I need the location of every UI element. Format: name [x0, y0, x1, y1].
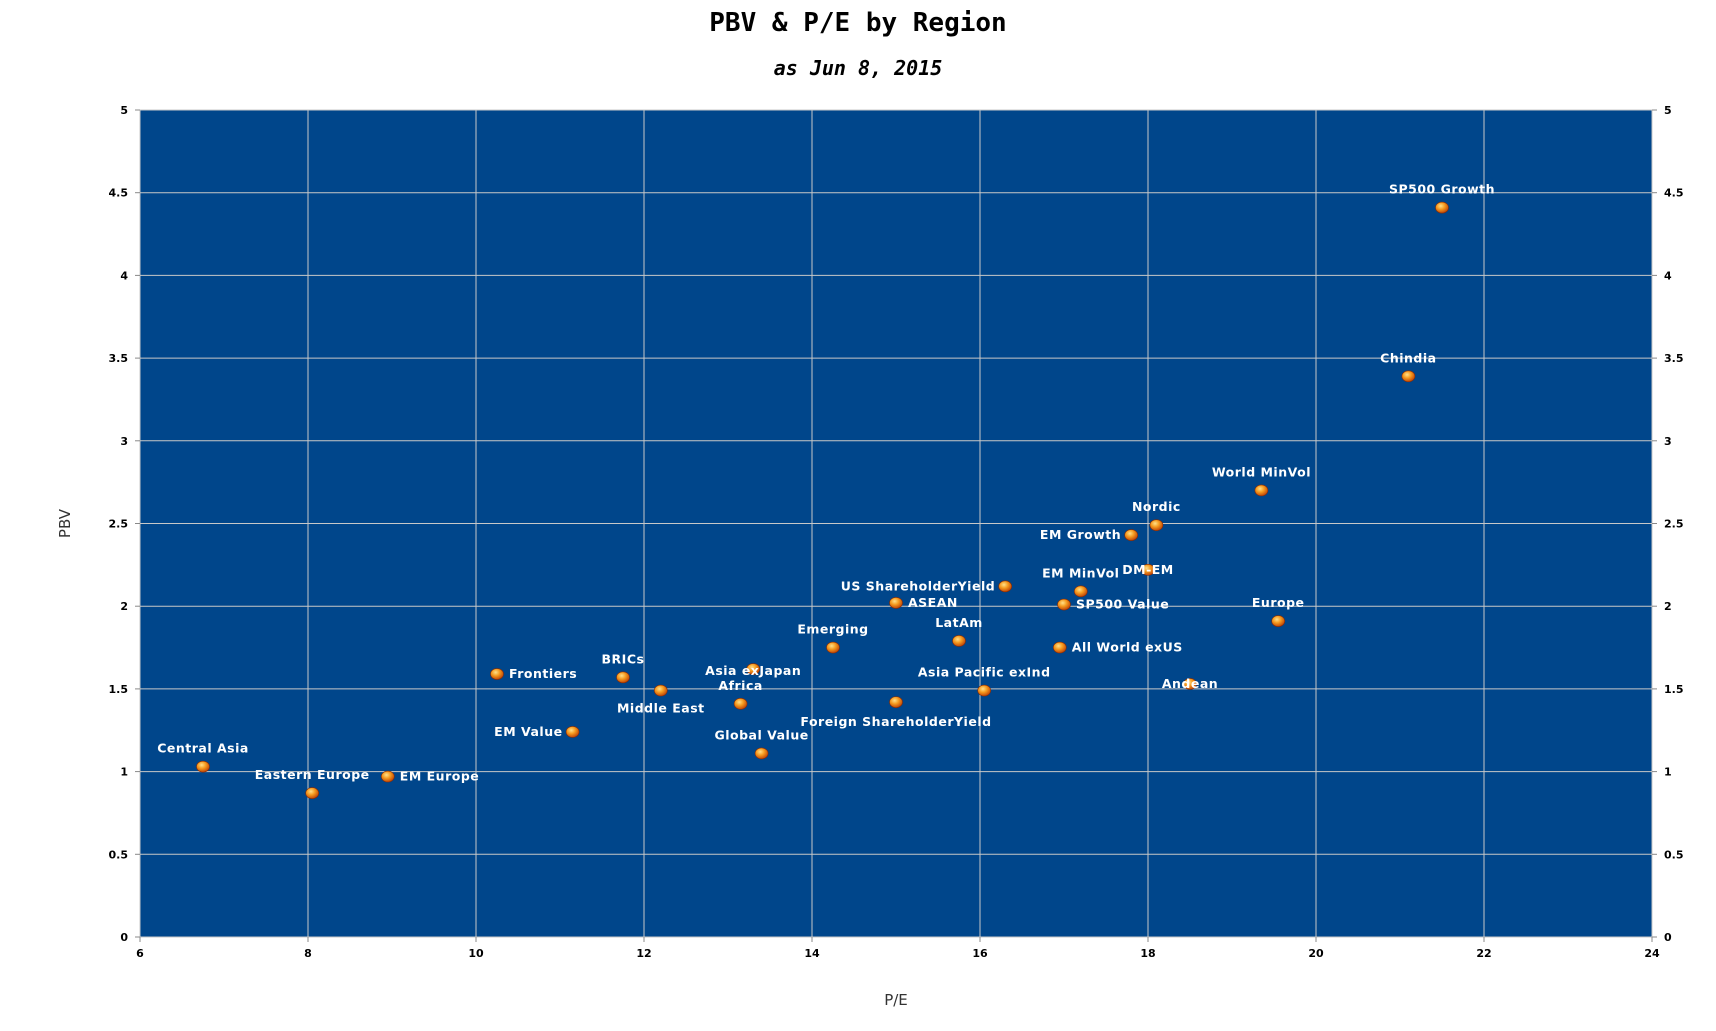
data-point [565, 726, 580, 738]
data-label: SP500 Value [1076, 597, 1169, 612]
y-tick-label-left: 3.5 [109, 352, 129, 365]
data-point [380, 770, 395, 783]
data-point [733, 697, 748, 710]
data-point [952, 635, 966, 647]
chart-title: PBV & P/E by Region [709, 8, 1007, 38]
y-tick-label-left: 1.5 [109, 683, 129, 696]
data-point [1183, 678, 1197, 690]
data-point [998, 580, 1013, 593]
y-tick-label-left: 0 [120, 931, 128, 944]
axis-ticks: 6 8 10 12 14 16 18 20 22 240 00.5 0.51 11.5 1.52 22.5 2… [109, 104, 1684, 960]
y-tick-label-right: 3 [1664, 435, 1672, 448]
data-label: LatAm [935, 615, 983, 630]
data-point [889, 597, 903, 609]
data-label: World MinVol [1212, 464, 1311, 479]
data-label: Global Value [714, 727, 808, 742]
x-tick-label: 16 [972, 947, 988, 960]
data-label: SP500 Growth [1389, 182, 1495, 197]
y-tick-label-right: 5 [1664, 104, 1672, 117]
y-tick-label-right: 1.5 [1664, 683, 1684, 696]
data-label: All World exUS [1072, 640, 1183, 655]
y-tick-label-left: 1 [120, 766, 128, 779]
data-point [826, 641, 840, 654]
data-point [1254, 484, 1269, 497]
data-point [1074, 585, 1088, 598]
y-tick-label-left: 4.5 [109, 187, 129, 200]
data-point [1401, 370, 1416, 383]
y-tick-label-right: 2 [1664, 600, 1672, 613]
data-labels: SP500 Growth Chindia World MinVol Nordic EM … [157, 182, 1495, 784]
data-point [196, 760, 210, 773]
data-point [746, 663, 761, 675]
data-label: EM Growth [1040, 527, 1121, 542]
data-point [490, 668, 504, 680]
data-label: Andean [1162, 676, 1218, 691]
data-point [653, 684, 668, 697]
x-tick-label: 22 [1476, 947, 1491, 960]
data-label: EM Value [494, 724, 562, 739]
data-label: Foreign ShareholderYield [800, 714, 991, 729]
data-label: EM MinVol [1042, 565, 1119, 580]
data-point [1435, 201, 1449, 214]
data-point [1271, 615, 1285, 627]
data-label: Eastern Europe [255, 767, 370, 782]
data-label: Central Asia [157, 741, 249, 756]
data-label: Europe [1252, 595, 1305, 610]
data-label: BRICs [602, 651, 645, 666]
y-tick-label-right: 2.5 [1664, 518, 1684, 531]
y-tick-label-left: 5 [120, 104, 128, 117]
y-tick-label-left: 2.5 [109, 518, 129, 531]
y-tick-label-right: 0 [1664, 931, 1672, 944]
data-label: Frontiers [509, 666, 577, 681]
y-tick-label-right: 1 [1664, 766, 1672, 779]
data-label: Emerging [797, 622, 868, 637]
grid-lines [139, 109, 1653, 938]
y-tick-label-left: 0.5 [109, 848, 129, 861]
y-tick-label-right: 0.5 [1664, 848, 1684, 861]
data-label: Nordic [1132, 499, 1181, 514]
y-tick-label-left: 4 [120, 269, 128, 282]
data-label: ASEAN [908, 595, 958, 610]
x-tick-label: 24 [1644, 947, 1660, 960]
data-label: Asia exJapan [705, 663, 801, 678]
x-tick-label: 8 [304, 947, 312, 960]
data-label: US ShareholderYield [841, 578, 995, 593]
data-label: Chindia [1380, 350, 1436, 365]
y-tick-label-left: 3 [120, 435, 128, 448]
y-tick-label-right: 3.5 [1664, 352, 1684, 365]
data-point [889, 696, 903, 708]
data-points [196, 201, 1449, 799]
data-point [1141, 564, 1155, 576]
data-label: Africa [718, 678, 762, 693]
data-point [616, 671, 630, 684]
data-point [1053, 641, 1067, 654]
data-label: Asia Pacific exInd [918, 665, 1051, 680]
data-point [305, 787, 320, 799]
x-tick-label: 14 [804, 947, 820, 960]
data-point [1149, 519, 1164, 531]
y-axis-label: PBV [56, 508, 74, 538]
x-tick-label: 6 [136, 947, 144, 960]
data-point [977, 684, 992, 697]
x-tick-label: 18 [1140, 947, 1155, 960]
chart-subtitle: as Jun 8, 2015 [773, 56, 943, 80]
data-point [1124, 529, 1138, 541]
y-tick-label-left: 2 [120, 600, 128, 613]
y-tick-label-right: 4 [1664, 269, 1672, 282]
x-axis-label: P/E [884, 991, 908, 1009]
x-tick-label: 10 [468, 947, 484, 960]
data-label: Middle East [617, 701, 705, 716]
x-tick-label: 20 [1308, 947, 1324, 960]
data-point [1057, 598, 1071, 611]
data-label: EM Europe [400, 769, 479, 784]
x-tick-label: 12 [636, 947, 651, 960]
data-point [754, 747, 769, 760]
data-label: DM-EM [1122, 562, 1173, 577]
y-tick-label-right: 4.5 [1664, 187, 1684, 200]
